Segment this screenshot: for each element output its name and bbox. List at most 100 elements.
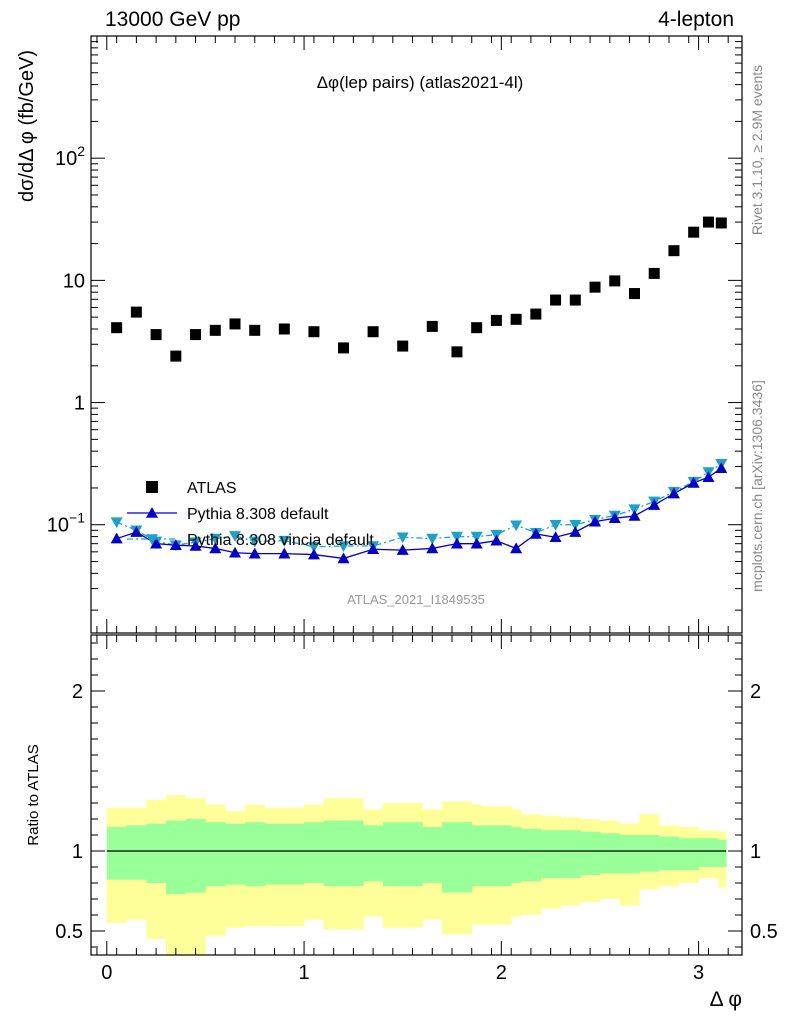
band-stat-uncertainty: [560, 830, 581, 879]
point-atlas: [249, 324, 261, 336]
band-stat-uncertainty: [481, 825, 512, 887]
band-stat-uncertainty: [540, 830, 561, 879]
ratio-y-tick-label-right: 0.5: [750, 921, 778, 943]
point-atlas: [609, 275, 621, 287]
point-pythia-default: [510, 542, 523, 554]
point-pythia-default: [337, 552, 350, 564]
point-atlas: [278, 323, 290, 335]
point-pythia-vincia: [470, 531, 483, 543]
point-pythia-default: [396, 544, 409, 555]
point-atlas: [550, 294, 562, 306]
point-pythia-vincia: [450, 531, 463, 543]
point-pythia-default: [307, 548, 320, 560]
point-pythia-default: [189, 539, 202, 551]
point-pythia-vincia: [396, 532, 409, 544]
band-stat-uncertainty: [304, 822, 325, 883]
legend-marker-atlas: [146, 481, 158, 493]
mcplots-reference-label: mcplots.cern.ch [arXiv:1306.3436]: [749, 380, 765, 592]
point-pythia-default: [490, 534, 503, 546]
header-channel-label: 4-lepton: [658, 8, 734, 31]
band-stat-uncertainty: [521, 828, 542, 882]
point-pythia-vincia: [278, 535, 291, 547]
point-pythia-default: [608, 512, 621, 524]
point-pythia-default: [569, 526, 582, 537]
point-pythia-vincia: [549, 519, 562, 531]
band-stat-uncertainty: [580, 831, 601, 875]
band-stat-uncertainty: [599, 833, 621, 874]
point-pythia-vincia: [248, 536, 261, 548]
band-stat-uncertainty: [422, 827, 443, 883]
point-atlas: [170, 350, 182, 362]
y-axis-label: dσ/dΔ φ (fb/GeV): [16, 50, 38, 202]
point-pythia-vincia: [110, 517, 123, 529]
ratio-panel: 0.5 0.5 1 1 2 2 0 1 2 3 Ratio to ATLAS Δ φ: [25, 634, 778, 1011]
band-stat-uncertainty: [323, 820, 364, 887]
point-pythia-vincia: [628, 504, 641, 516]
chart-title: Δφ(lep pairs) (atlas2021-4l): [317, 73, 524, 92]
point-pythia-default: [470, 537, 483, 549]
x-axis-label: Δ φ: [710, 988, 742, 1011]
band-stat-uncertainty: [165, 820, 187, 895]
ratio-panel-frame: [90, 634, 743, 956]
y-tick-label: 10: [63, 270, 85, 292]
point-atlas: [451, 346, 463, 358]
point-pythia-vincia: [229, 531, 242, 542]
ratio-y-tick-label-left: 1: [72, 841, 83, 863]
point-atlas: [426, 320, 438, 332]
point-atlas: [471, 322, 483, 334]
point-pythia-vincia: [307, 541, 320, 553]
point-atlas: [715, 217, 727, 229]
point-atlas: [490, 314, 502, 326]
point-atlas: [569, 294, 581, 306]
y-tick-label: 10−1: [47, 510, 85, 537]
point-atlas: [190, 329, 202, 341]
legend-label-pythia-vincia: Pythia 8.308 vincia default: [187, 532, 374, 549]
point-pythia-default: [367, 543, 380, 555]
point-atlas: [308, 326, 320, 338]
x-tick-label: 3: [693, 962, 704, 984]
legend-marker-pythia-vincia: [146, 534, 158, 545]
band-stat-uncertainty: [511, 827, 522, 883]
legend-marker-pythia-default: [146, 507, 158, 518]
point-atlas: [668, 245, 680, 257]
point-atlas: [530, 308, 542, 320]
point-pythia-default: [130, 526, 143, 537]
ratio-y-tick-label-left: 0.5: [55, 921, 83, 943]
point-atlas: [338, 342, 350, 354]
point-atlas: [589, 281, 601, 293]
point-pythia-default: [715, 462, 728, 474]
x-tick-label: 0: [101, 962, 112, 984]
point-pythia-default: [549, 531, 562, 543]
point-pythia-vincia: [426, 533, 439, 545]
band-stat-uncertainty: [442, 822, 473, 893]
point-atlas: [209, 324, 221, 336]
ratio-y-tick-label-left: 2: [72, 681, 83, 703]
point-pythia-default: [248, 547, 261, 559]
point-pythia-default: [648, 499, 661, 510]
band-stat-uncertainty: [619, 835, 640, 874]
point-pythia-vincia: [209, 533, 222, 545]
point-pythia-default: [426, 542, 439, 554]
band-stat-uncertainty: [106, 827, 127, 880]
band-stat-uncertainty: [659, 836, 680, 871]
point-atlas: [688, 226, 700, 238]
band-stat-uncertainty: [471, 825, 482, 887]
point-atlas: [111, 322, 123, 334]
point-pythia-vincia: [337, 541, 350, 552]
band-stat-uncertainty: [126, 825, 147, 880]
band-stat-uncertainty: [264, 823, 305, 885]
band-stat-uncertainty: [185, 819, 206, 893]
band-stat-uncertainty: [678, 838, 699, 871]
side-labels: Rivet 3.1.10, ≥ 2.9M events mcplots.cern…: [749, 65, 765, 592]
band-stat-uncertainty: [363, 825, 384, 882]
legend-label-pythia-default: Pythia 8.308 default: [187, 506, 329, 523]
x-tick-label: 2: [496, 962, 507, 984]
point-atlas: [628, 288, 640, 300]
y-tick-label: 1: [74, 393, 85, 415]
point-pythia-default: [687, 476, 700, 488]
band-stat-uncertainty: [639, 835, 660, 872]
ratio-y-tick-label-right: 1: [750, 841, 761, 863]
point-pythia-default: [278, 547, 291, 559]
watermark-label: ATLAS_2021_I1849535: [347, 592, 485, 607]
